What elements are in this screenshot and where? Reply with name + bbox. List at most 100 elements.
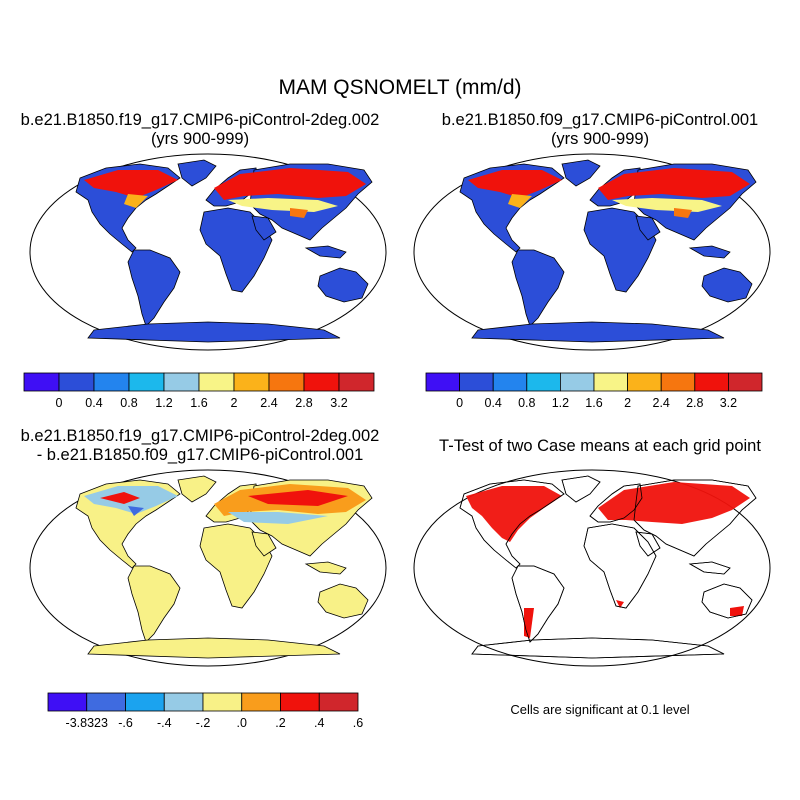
diff-africa xyxy=(199,523,273,609)
cbar-case2-swatch-2 xyxy=(492,372,528,392)
ttest-sig-eurasia xyxy=(598,482,750,524)
significance-note: Cells are significant at 0.1 level xyxy=(510,702,690,717)
ttest-sig-namerica xyxy=(466,486,562,542)
cbar-case1-tick-label-7: 2.8 xyxy=(295,396,312,410)
case1-arabia xyxy=(251,215,277,241)
case2-maritime xyxy=(688,245,731,259)
ttest-africa-outline xyxy=(583,523,657,609)
case1-snowband-eurasia-edge xyxy=(228,198,338,212)
cbar-diff-tick-label-1: -.6 xyxy=(118,716,133,730)
case1-snowband-namerica-edge xyxy=(124,194,148,208)
case2-greenland xyxy=(561,159,601,187)
cbar-case1-tick-label-8: 3.2 xyxy=(330,396,347,410)
case2-snowband-namerica xyxy=(468,170,562,198)
diff-australia xyxy=(317,583,369,619)
case2-snowband-eurasia-edge xyxy=(612,198,722,212)
ttest-asia-outline xyxy=(633,479,757,557)
cbar-case1-swatch-6 xyxy=(233,372,270,392)
ttest-sig-safrica xyxy=(616,600,624,608)
cbar-case1-swatch-0 xyxy=(23,372,60,392)
case2-africa xyxy=(583,207,657,293)
cbar-case2-swatch-3 xyxy=(526,372,561,392)
cbar-case1-swatch-1 xyxy=(58,372,95,392)
case1-south-america xyxy=(127,249,181,327)
panel-title-ttest: T-Test of two Case means at each grid po… xyxy=(439,437,761,455)
case1-antarctica xyxy=(87,321,341,343)
diff-greenland xyxy=(177,475,217,503)
cbar-case2-swatch-5 xyxy=(593,372,628,392)
map-difference xyxy=(29,469,387,667)
ttest-europe-outline xyxy=(589,483,643,523)
colorbar-case1: 0 0.4 0.8 1.2 1.6 2 2.4 2.8 3.2 xyxy=(23,372,375,410)
cbar-case2-swatch-1 xyxy=(459,372,494,392)
panel-title-case1: b.e21.B1850.f19_g17.CMIP6-piControl-2deg… xyxy=(0,111,400,149)
cbar-diff-tick-label-3: -.2 xyxy=(196,716,211,730)
case1-maritime xyxy=(304,245,347,259)
cbar-case1-tick-label-5: 2 xyxy=(231,396,238,410)
cbar-case2-swatch-7 xyxy=(660,372,696,392)
map-case2 xyxy=(413,153,771,351)
cbar-case2-swatch-4 xyxy=(559,372,595,392)
cbar-case2-tick-label-7: 2.8 xyxy=(686,396,703,410)
cbar-diff-tick-label-7: .6 xyxy=(353,716,363,730)
cbar-case2-tick-label-2: 0.8 xyxy=(518,396,535,410)
cbar-case2-tick-label-6: 2.4 xyxy=(653,396,670,410)
case2-snowband-tibet xyxy=(674,208,692,218)
case1-snowband-namerica xyxy=(84,170,178,198)
cbar-case1-swatch-9 xyxy=(338,372,375,392)
cbar-case1-tick-label-1: 0.4 xyxy=(85,396,102,410)
diff-diffband-namerica-neg xyxy=(128,506,144,516)
cbar-diff-tick-label-2: -.4 xyxy=(157,716,172,730)
ttest-australia-outline xyxy=(701,583,753,619)
panel-title-case1-line1: b.e21.B1850.f19_g17.CMIP6-piControl-2deg… xyxy=(20,111,380,129)
cbar-case1-tick-label-6: 2.4 xyxy=(260,396,277,410)
panel-title-case2-line1: b.e21.B1850.f09_g17.CMIP6-piControl.001 xyxy=(441,111,759,129)
cbar-case1-tick-label-2: 0.8 xyxy=(120,396,137,410)
cbar-diff-swatch-6 xyxy=(280,692,320,712)
ttest-antarctica-outline xyxy=(471,637,725,659)
diff-diffband-namerica-pos xyxy=(100,492,140,504)
panel-title-case1-line2: (yrs 900-999) xyxy=(150,130,250,148)
case1-greenland xyxy=(177,159,217,187)
map-case1 xyxy=(29,153,387,351)
diff-maritime xyxy=(304,561,347,575)
cbar-case2-tick-label-3: 1.2 xyxy=(552,396,569,410)
cbar-case1-swatch-7 xyxy=(268,372,305,392)
case1-australia xyxy=(317,267,369,303)
panel-title-difference: b.e21.B1850.f19_g17.CMIP6-piControl-2deg… xyxy=(0,427,400,465)
cbar-case1-tick-label-0: 0 xyxy=(56,396,63,410)
cbar-case2-tick-label-0: 0 xyxy=(456,396,463,410)
colorbar-difference: -3.8323-.6-.4-.2.0.2.4.62.4773 xyxy=(47,692,363,730)
cbar-case2-swatch-9 xyxy=(727,372,763,392)
diff-south-america xyxy=(127,565,181,643)
cbar-case1-tick-label-4: 1.6 xyxy=(190,396,207,410)
cbar-diff-tick-label-0: -3.8323 xyxy=(66,716,108,730)
cbar-case1-swatch-4 xyxy=(163,372,200,392)
case1-africa xyxy=(199,207,273,293)
case2-snowband-namerica-edge xyxy=(508,194,532,208)
cbar-diff-swatch-1 xyxy=(86,692,126,712)
case2-australia xyxy=(701,267,753,303)
cbar-case1-swatch-5 xyxy=(198,372,235,392)
cbar-case1-tick-label-3: 1.2 xyxy=(155,396,172,410)
diff-diffband-eurasia-pos xyxy=(248,490,348,506)
cbar-case1-swatch-2 xyxy=(93,372,130,392)
cbar-case2-swatch-6 xyxy=(627,372,662,392)
cbar-case2-swatch-8 xyxy=(694,372,729,392)
panel-title-case2: b.e21.B1850.f09_g17.CMIP6-piControl.001 … xyxy=(400,111,800,149)
panel-title-difference-line2: - b.e21.B1850.f09_g17.CMIP6-piControl.00… xyxy=(36,446,364,464)
cbar-case2-tick-label-8: 3.2 xyxy=(720,396,737,410)
ttest-sig-australia xyxy=(730,606,744,616)
cbar-diff-swatch-7 xyxy=(318,692,359,712)
cbar-diff-swatch-4 xyxy=(202,692,243,712)
cbar-case2-tick-label-4: 1.6 xyxy=(585,396,602,410)
panel-title-difference-line1: b.e21.B1850.f19_g17.CMIP6-piControl-2deg… xyxy=(20,427,380,445)
cbar-case2-tick-label-1: 0.4 xyxy=(485,396,502,410)
cbar-diff-tick-label-6: .4 xyxy=(314,716,324,730)
cbar-diff-swatch-5 xyxy=(241,692,281,712)
diff-arabia xyxy=(251,531,277,557)
cbar-diff-swatch-3 xyxy=(163,692,204,712)
cbar-diff-tick-label-4: .0 xyxy=(237,716,247,730)
cbar-case1-swatch-8 xyxy=(303,372,340,392)
cbar-diff-swatch-0 xyxy=(47,692,88,712)
